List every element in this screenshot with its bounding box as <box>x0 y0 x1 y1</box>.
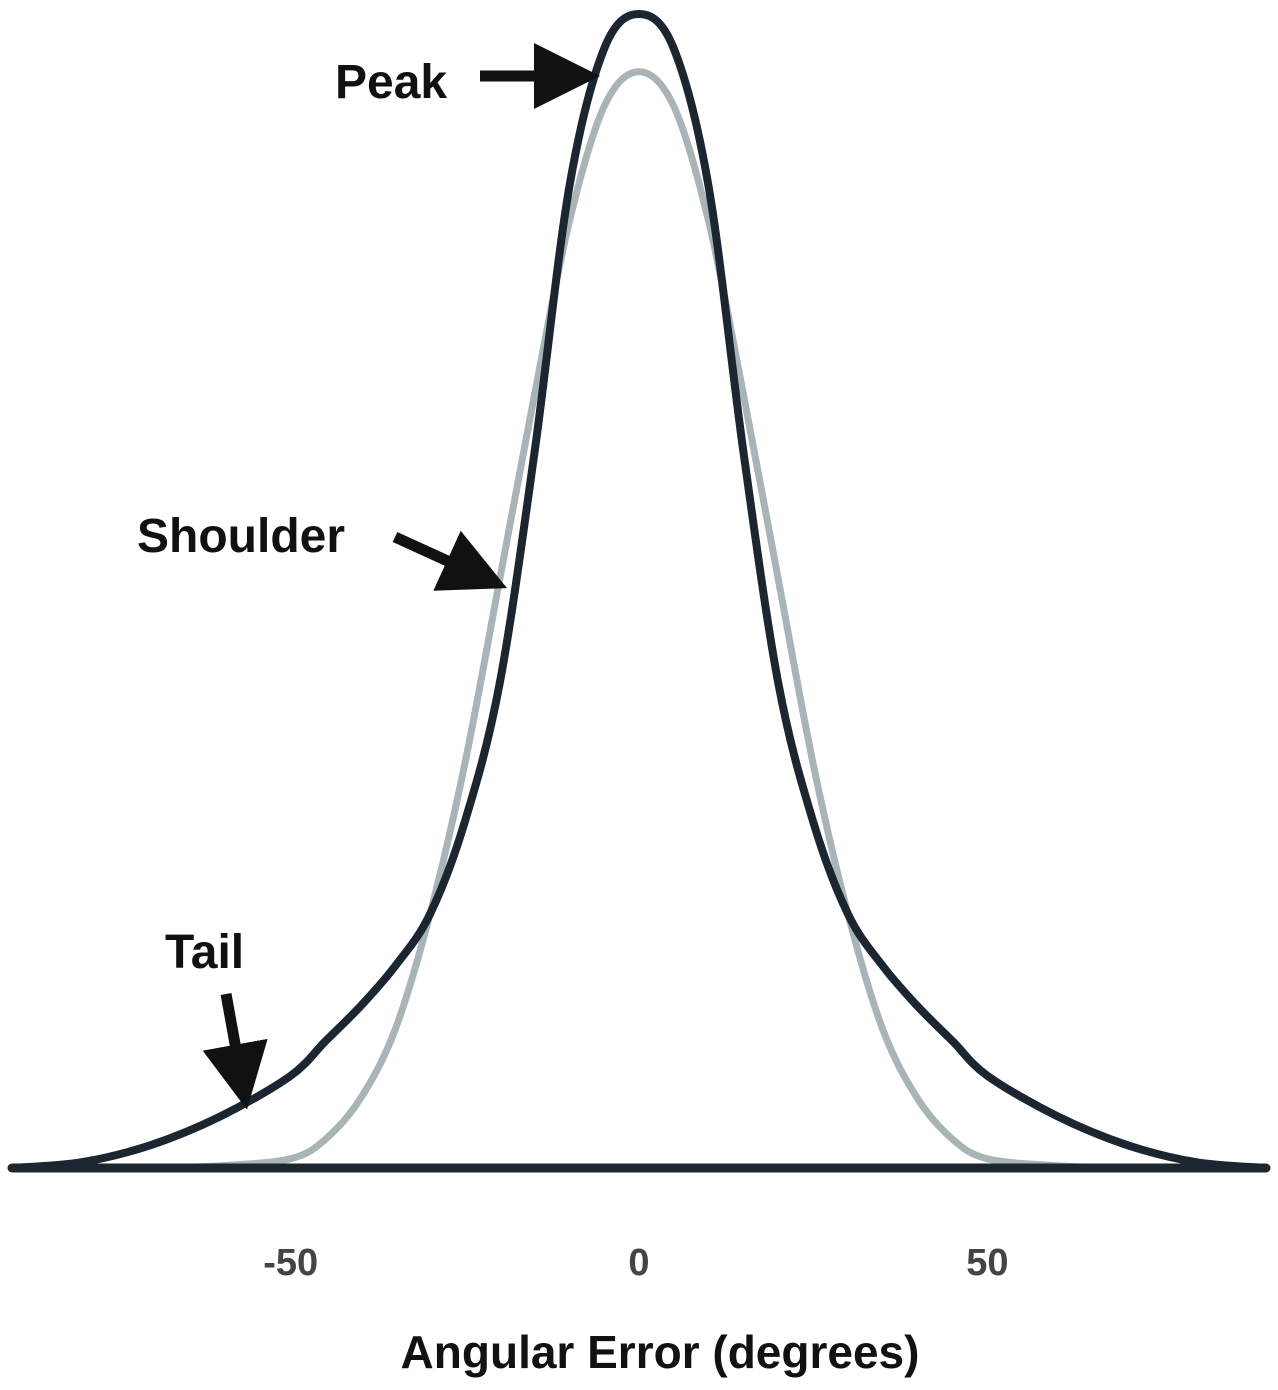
x-tick-label: -50 <box>263 1242 318 1284</box>
x-tick-label: 0 <box>628 1242 649 1284</box>
shoulder-annotation-label: Shoulder <box>137 510 345 563</box>
density-series-1-line <box>8 68 1270 1172</box>
shoulder-arrow <box>392 530 508 591</box>
tail-arrow <box>202 993 268 1110</box>
x-tick-label: 50 <box>966 1242 1008 1284</box>
density-series-2-line <box>8 10 1270 1172</box>
series-layer <box>8 10 1270 1172</box>
x-axis-ticks: -50 0 50 <box>263 1242 1008 1284</box>
tail-annotation-label: Tail <box>165 926 244 979</box>
annotations: Peak Shoulder Tail <box>137 43 600 1110</box>
peak-annotation-label: Peak <box>335 56 447 109</box>
x-axis-title: Angular Error (degrees) <box>401 1326 920 1378</box>
